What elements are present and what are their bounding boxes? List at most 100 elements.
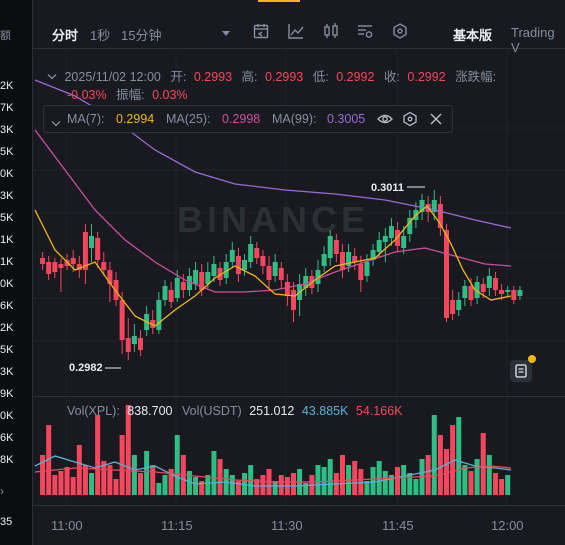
candle-body [248,244,254,262]
high-label: 高: [241,70,258,84]
hexagon-settings-icon[interactable] [391,22,409,40]
interval-dropdown-icon[interactable] [217,25,235,43]
x-axis-label: 11:00 [51,518,83,533]
volume-bar [131,455,137,495]
volume-bar [205,475,211,495]
note-icon [515,364,527,378]
chevron-right-icon[interactable]: › [0,484,4,498]
volume-bar [144,451,150,495]
collapse-icon[interactable] [51,115,61,133]
candle-body [242,260,248,270]
candle-body [113,280,119,300]
candle-body [168,290,174,302]
candle-body [284,282,290,296]
volume-bar [138,473,143,495]
candle-body [217,268,223,280]
volume-bar [156,483,162,495]
settings-list-icon[interactable] [356,22,374,40]
close-value: 0.2992 [407,70,446,84]
candle-body [272,262,278,276]
volume-bar [437,435,443,495]
eye-icon[interactable] [377,111,393,132]
volume-bar [95,415,101,495]
left-value: 35 [0,516,13,528]
indicator-icon[interactable] [287,22,305,40]
volume-bar [278,475,284,495]
candle-body [468,286,474,300]
candle-body [205,272,211,284]
candle-body [339,252,345,270]
candle-body [401,236,407,248]
volume-bar [431,415,437,495]
candle-body [162,286,168,300]
volume-bar [450,425,456,495]
volume-bar [113,479,119,495]
volume-bar [40,455,46,495]
left-value: 3K [0,190,14,202]
x-axis-label: 12:00 [491,518,524,533]
close-icon[interactable] [428,111,444,132]
volume-bar [125,405,131,495]
volume-bar [217,459,223,495]
candle-body [174,278,180,298]
volume-bar [492,473,498,495]
left-value: 5K [0,212,14,224]
left-value: 5K [0,146,14,158]
volume-bar [358,469,364,495]
left-value: 1K [0,256,14,268]
candle-body [419,200,425,212]
volume-ma2-line [34,465,512,483]
vol-xpl-value: 838.700 [127,404,173,418]
volume-bar [211,451,217,495]
volume-bar [315,465,321,495]
candle-body [150,320,156,328]
amplitude-value: 0.03% [152,88,188,102]
candle-body [138,338,143,350]
left-value: 5K [0,344,14,356]
close-label: 收: [383,70,400,84]
vol-ma2-value: 54.166K [355,404,403,418]
candle-body [456,300,462,310]
volume-bar [174,435,180,495]
volume-bar [107,465,113,495]
candle-body [511,290,517,300]
low-price-label: 0.2982 [69,362,103,374]
volume-bar [339,455,345,495]
ohlc-info-line-2: -0.03% 振幅: 0.03% [67,84,188,103]
left-value: 2K [0,322,14,334]
vol-ma1-value: 43.885K [301,404,349,418]
volume-bar [101,461,107,495]
left-value: 0K [0,278,14,290]
high-value: 0.2993 [265,70,304,84]
tab-basic-view[interactable]: 基本版 [453,28,493,43]
hexagon-settings-icon[interactable] [402,111,418,132]
volume-bar [462,465,468,495]
x-axis-label: 11:45 [382,518,414,533]
watermark: BINANCE [177,199,369,240]
calendar-icon[interactable] [252,22,270,40]
volume-bar [229,475,235,495]
candle-body [186,276,192,290]
tab-time-sharing[interactable]: 分时 [52,28,79,43]
candle-body [119,300,125,340]
volume-bar [370,467,376,495]
ma-legend: MA(7): 0.2994 MA(25): 0.2998 MA(99): 0.3… [43,105,453,133]
collapse-icon[interactable] [47,70,57,84]
candle-body [370,250,376,260]
volume-legend: Vol(XPL): 838.700 Vol(USDT) 251.012 43.8… [67,404,403,418]
candle-body [492,278,498,290]
left-value: 3K [0,366,14,378]
tab-15m[interactable]: 15分钟 [121,28,162,43]
candle-body [303,276,309,288]
ma25-value: 0.2998 [222,112,261,126]
candle-body [229,250,235,262]
candle-body [388,226,394,238]
tab-tradingview[interactable]: Trading V [511,25,555,55]
tab-1s[interactable]: 1秒 [90,28,111,43]
candle-type-icon[interactable] [322,22,340,40]
candle-body [352,256,358,262]
volume-bar [456,417,462,495]
order-note-button[interactable] [510,355,536,382]
low-value: 0.2992 [336,70,375,84]
